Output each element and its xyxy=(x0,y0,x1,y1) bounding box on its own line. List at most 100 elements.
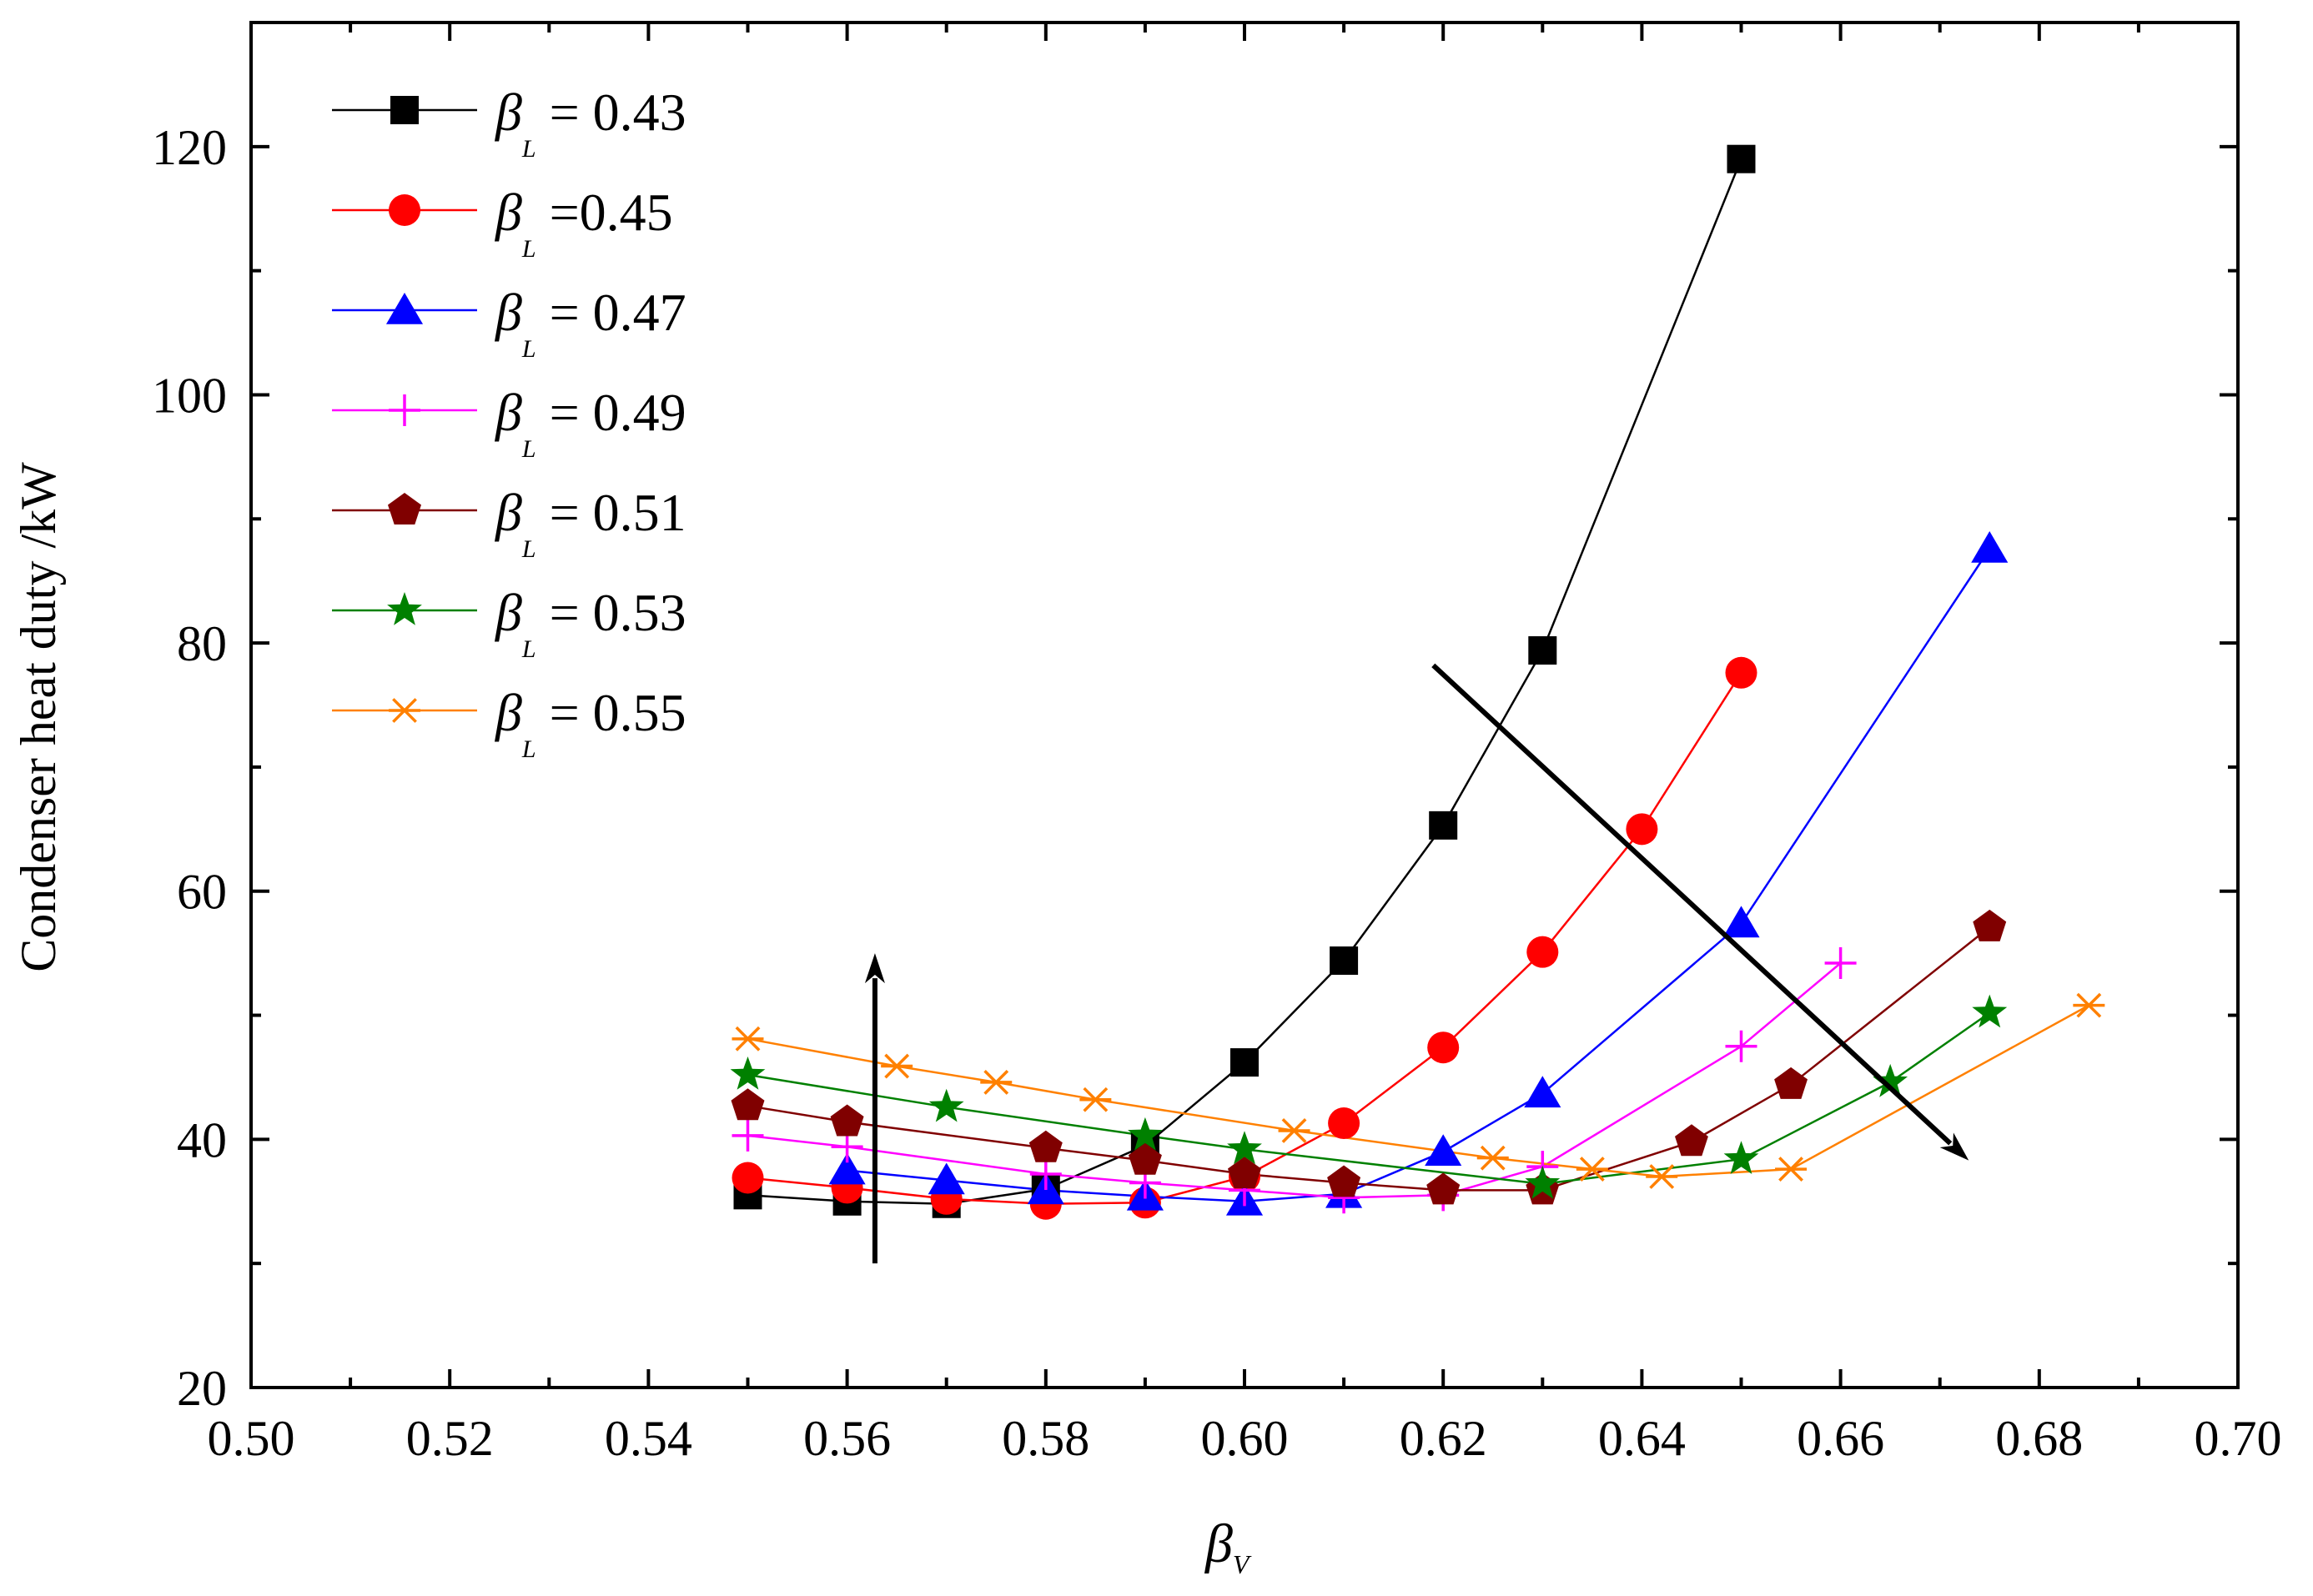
legend-marker-4 xyxy=(388,493,421,524)
x-tick-label-0: 0.50 xyxy=(208,1411,295,1466)
data-point-s0-6 xyxy=(1330,946,1359,976)
legend-label-subscript-2: L xyxy=(521,335,536,363)
data-point-s3-2 xyxy=(1029,1158,1062,1191)
arrow-shaft-1 xyxy=(1431,663,1953,1146)
y-tick-label-5: 120 xyxy=(152,120,227,175)
data-point-s4-3 xyxy=(1128,1142,1162,1175)
x-tick-label-4: 0.58 xyxy=(1002,1411,1089,1466)
data-point-s6-2 xyxy=(980,1069,1013,1095)
legend-marker-0 xyxy=(390,96,419,124)
x-tick-label-1: 0.52 xyxy=(406,1411,494,1466)
data-point-s2-8 xyxy=(1722,906,1760,938)
data-point-s4-6 xyxy=(1426,1172,1461,1205)
data-point-s0-8 xyxy=(1528,636,1557,665)
data-point-s1-9 xyxy=(1626,813,1658,846)
legend-marker-5 xyxy=(387,592,422,625)
data-point-s4-5 xyxy=(1327,1165,1361,1197)
data-point-s1-10 xyxy=(1725,656,1757,689)
data-point-s2-7 xyxy=(1524,1076,1561,1108)
y-tick-label-3: 80 xyxy=(177,616,227,671)
data-point-s2-9 xyxy=(1971,530,2009,563)
data-point-s6-7 xyxy=(1646,1164,1678,1189)
data-point-s5-6 xyxy=(1873,1063,1908,1097)
data-point-s0-5 xyxy=(1230,1048,1259,1077)
series-line-5 xyxy=(747,1011,1991,1186)
x-tick-label-8: 0.66 xyxy=(1797,1411,1884,1466)
data-point-s2-6 xyxy=(1425,1134,1462,1167)
data-point-s2-0 xyxy=(828,1152,866,1185)
data-point-s1-0 xyxy=(732,1162,764,1194)
data-point-s6-3 xyxy=(1079,1087,1112,1112)
legend-label-subscript-3: L xyxy=(521,435,536,463)
legend-label-symbol-5: β xyxy=(494,583,522,642)
y-tick-label-0: 20 xyxy=(177,1361,227,1416)
legend-label-value-3: = 0.49 xyxy=(536,383,686,442)
data-point-s4-9 xyxy=(1774,1067,1808,1099)
data-point-s1-7 xyxy=(1427,1031,1460,1064)
trend-arrows xyxy=(864,663,1969,1264)
legend-label-subscript-0: L xyxy=(521,135,536,163)
legend-label-2: βL = 0.47 xyxy=(494,283,686,363)
series-markers xyxy=(730,144,2105,1220)
x-tick-label-9: 0.68 xyxy=(1995,1411,2083,1466)
data-point-s1-6 xyxy=(1328,1107,1360,1140)
data-point-s5-3 xyxy=(1227,1131,1262,1165)
legend-label-subscript-5: L xyxy=(521,635,536,663)
data-point-s2-1 xyxy=(928,1162,965,1195)
series-line-4 xyxy=(747,926,1991,1192)
x-tick-label-5: 0.60 xyxy=(1201,1411,1289,1466)
legend-label-symbol-0: β xyxy=(494,83,522,142)
data-point-s4-1 xyxy=(830,1104,864,1137)
legend-label-4: βL = 0.51 xyxy=(494,483,686,563)
x-tick-label-6: 0.62 xyxy=(1400,1411,1487,1466)
arrow-head-1 xyxy=(1939,1132,1969,1161)
data-point-s4-0 xyxy=(731,1088,765,1121)
legend-label-subscript-4: L xyxy=(521,535,536,563)
data-point-s5-7 xyxy=(1972,994,2008,1028)
x-tick-label-10: 0.70 xyxy=(2195,1411,2282,1466)
legend-label-5: βL = 0.53 xyxy=(494,583,686,663)
data-point-s3-0 xyxy=(732,1119,764,1152)
x-tick-label-3: 0.56 xyxy=(803,1411,891,1466)
legend-label-subscript-1: L xyxy=(521,235,536,263)
x-axis-label-subscript: V xyxy=(1233,1549,1252,1579)
series-line-3 xyxy=(747,962,1842,1199)
data-point-s4-4 xyxy=(1228,1157,1261,1188)
data-point-s6-8 xyxy=(1775,1157,1808,1182)
legend-label-symbol-2: β xyxy=(494,283,522,342)
y-tick-label-4: 100 xyxy=(152,368,227,423)
legend-marker-1 xyxy=(389,194,420,226)
data-point-s5-2 xyxy=(1128,1117,1163,1151)
legend-label-value-5: = 0.53 xyxy=(536,583,686,642)
legend-label-value-2: = 0.47 xyxy=(536,283,686,342)
legend-label-subscript-6: L xyxy=(521,735,536,763)
y-axis: 20 40 60 80 100 120 xyxy=(152,120,2238,1416)
data-point-s6-6 xyxy=(1576,1157,1608,1182)
x-tick-label-2: 0.54 xyxy=(605,1411,692,1466)
data-point-s4-10 xyxy=(1973,909,2007,941)
x-axis-label-symbol: β xyxy=(1204,1513,1233,1574)
legend-label-symbol-3: β xyxy=(494,383,522,442)
data-point-s4-2 xyxy=(1028,1130,1063,1162)
data-point-s6-9 xyxy=(2073,992,2105,1018)
y-tick-label-1: 40 xyxy=(177,1112,227,1167)
legend-label-value-1: =0.45 xyxy=(536,183,673,242)
legend-marker-6 xyxy=(389,698,420,723)
y-axis-label: Condenser heat duty /kW xyxy=(11,462,66,972)
data-point-s5-5 xyxy=(1723,1141,1759,1174)
data-point-s6-0 xyxy=(732,1026,764,1051)
data-point-s0-7 xyxy=(1429,811,1458,840)
y-tick-label-2: 60 xyxy=(177,865,227,920)
series-line-1 xyxy=(747,672,1742,1205)
data-point-s1-8 xyxy=(1526,936,1559,968)
data-point-s5-4 xyxy=(1525,1165,1561,1199)
data-point-s5-0 xyxy=(730,1056,766,1090)
legend-marker-3 xyxy=(389,394,420,426)
data-point-s0-9 xyxy=(1727,144,1756,173)
data-point-s6-4 xyxy=(1278,1118,1310,1143)
legend-marker-2 xyxy=(385,293,424,324)
series-line-6 xyxy=(747,1004,2090,1178)
legend-label-symbol-4: β xyxy=(494,483,522,542)
